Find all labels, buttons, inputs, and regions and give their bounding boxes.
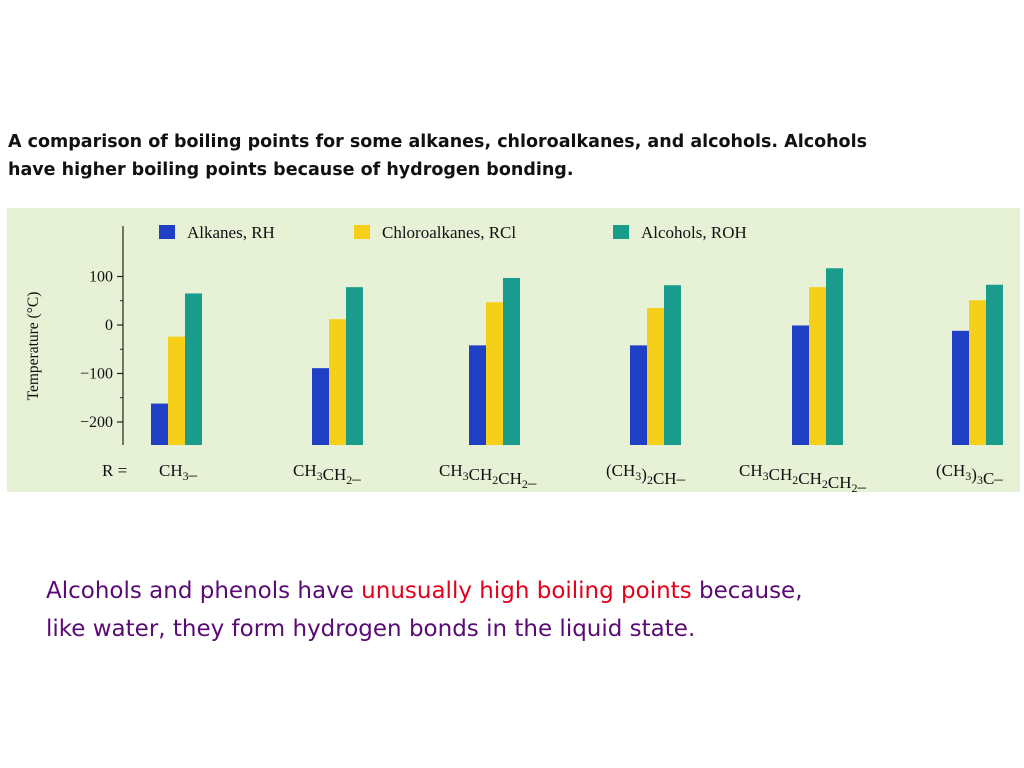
summary-part-2: because,	[691, 578, 803, 604]
bar-chloroalkane	[486, 302, 503, 445]
category-text: )	[971, 465, 977, 484]
category-subscript: 3	[183, 469, 189, 483]
category-subscript: 2	[822, 477, 828, 491]
caption-line-2: have higher boiling points because of hy…	[8, 160, 574, 180]
category-subscript: 2	[647, 473, 653, 487]
y-tick-label: −100	[80, 366, 113, 383]
y-tick-label: 0	[105, 317, 113, 334]
bar-chloroalkane	[329, 319, 346, 445]
category-label: CH3CH2CH2CH2–	[739, 461, 867, 492]
category-text: CH	[159, 461, 183, 480]
category-subscript: 3	[763, 469, 769, 483]
category-subscript: 2	[522, 477, 528, 491]
legend-label: Alcohols, ROH	[641, 223, 747, 242]
chart-svg: 100 0 −100 −200 Temperature (°C) Alkanes, RH C…	[25, 223, 1003, 492]
row-label: R =	[102, 461, 127, 480]
category-text: )	[641, 465, 647, 484]
summary-highlight: unusually high boiling points	[361, 578, 692, 604]
legend-swatch	[354, 225, 370, 239]
bar-alcohol	[986, 284, 1003, 445]
category-subscript: 3	[635, 469, 641, 483]
category-label: CH3CH2–	[293, 461, 361, 488]
category-text: –	[527, 473, 537, 492]
category-subscript: 3	[317, 469, 323, 483]
category-text: CH	[828, 473, 852, 492]
legend-swatch	[159, 225, 175, 239]
category-text: CH	[293, 461, 317, 480]
bar-alkane	[469, 345, 486, 445]
category-text: CH	[323, 465, 347, 484]
bar-alcohol	[346, 287, 363, 445]
category-label: (CH3)2CH–	[606, 461, 686, 488]
legend-label: Alkanes, RH	[187, 223, 275, 242]
category-text: (CH	[936, 461, 965, 480]
legend-label: Chloroalkanes, RCl	[382, 223, 516, 242]
bar-chloroalkane	[168, 336, 185, 445]
category-text: C–	[983, 469, 1003, 488]
legend-swatch	[613, 225, 629, 239]
bar-alcohol	[664, 285, 681, 445]
bar-chloroalkane	[647, 308, 664, 445]
category-subscript: 2	[346, 473, 352, 487]
category-label: CH3–	[159, 461, 198, 484]
category-text: CH	[769, 465, 793, 484]
category-subscript: 3	[463, 469, 469, 483]
figure-caption: A comparison of boiling points for some …	[8, 128, 908, 184]
summary-part-3: like water, they form hydrogen bonds in …	[46, 616, 696, 642]
y-axis-label: Temperature (°C)	[25, 292, 42, 401]
category-text: CH	[439, 461, 463, 480]
summary-part-1: Alcohols and phenols have	[46, 578, 362, 604]
category-subscript: 3	[965, 469, 971, 483]
category-text: CH	[739, 461, 763, 480]
y-tick-label: 100	[89, 269, 113, 286]
bar-alcohol	[185, 293, 202, 445]
bar-alkane	[630, 345, 647, 445]
bar-alcohol	[503, 277, 520, 445]
caption-line-1: A comparison of boiling points for some …	[8, 132, 867, 152]
category-text: CH–	[653, 469, 686, 488]
category-text: –	[188, 465, 198, 484]
category-text: CH	[798, 469, 822, 488]
category-label: (CH3)3C–	[936, 461, 1003, 488]
bar-alcohol	[826, 268, 843, 445]
bar-alkane	[792, 325, 809, 445]
bar-alkane	[952, 330, 969, 445]
category-text: –	[351, 469, 361, 488]
category-text: CH	[498, 469, 522, 488]
category-label: CH3CH2CH2–	[439, 461, 537, 492]
summary-text: Alcohols and phenols have unusually high…	[46, 572, 1006, 648]
category-text: –	[857, 477, 867, 492]
bar-chloroalkane	[809, 287, 826, 445]
category-subscript: 2	[792, 473, 798, 487]
bar-alkane	[312, 368, 329, 445]
category-subscript: 3	[977, 473, 983, 487]
bar-chloroalkane	[969, 300, 986, 445]
category-subscript: 2	[492, 473, 498, 487]
category-text: CH	[469, 465, 493, 484]
category-subscript: 2	[852, 481, 858, 492]
boiling-point-chart: 100 0 −100 −200 Temperature (°C) Alkanes, RH C…	[7, 208, 1020, 492]
category-text: (CH	[606, 461, 635, 480]
bar-alkane	[151, 403, 168, 445]
y-tick-label: −200	[80, 414, 113, 431]
